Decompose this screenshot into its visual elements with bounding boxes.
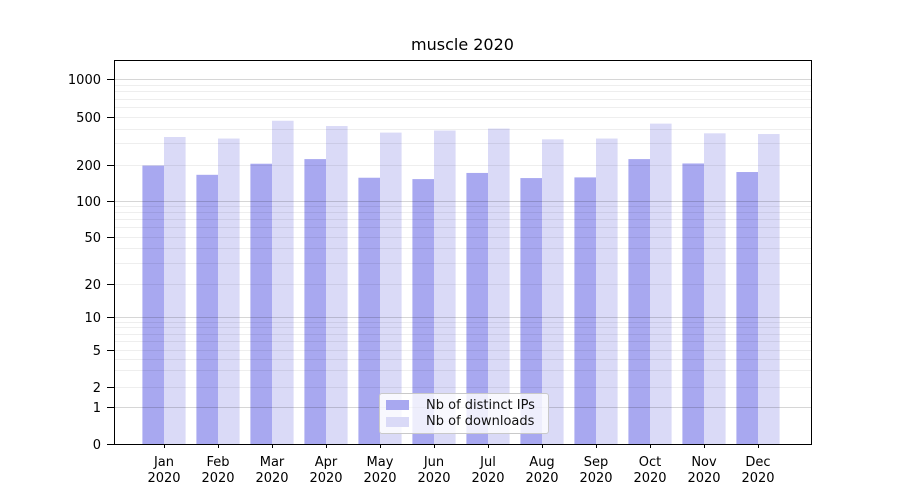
x-tick-label-month: Apr <box>315 455 338 470</box>
ticks-layer: 01251020501002005001000Jan2020Feb2020Mar… <box>68 73 775 486</box>
x-tick-label-month: Jan <box>153 455 174 470</box>
bar-distinct-ips <box>682 163 704 444</box>
x-tick-label-month: Dec <box>745 455 770 470</box>
legend-label-downloads: Nb of downloads <box>426 414 535 430</box>
y-tick-label: 50 <box>84 231 101 246</box>
x-tick-label-year: 2020 <box>471 471 504 486</box>
bar-distinct-ips <box>412 179 434 444</box>
y-tick-label: 5 <box>93 344 101 359</box>
x-tick-label-year: 2020 <box>363 471 396 486</box>
x-tick-label-year: 2020 <box>255 471 288 486</box>
bar-distinct-ips <box>142 165 164 445</box>
bar-downloads <box>164 136 186 444</box>
bar-distinct-ips <box>520 178 542 444</box>
x-tick-label-month: Aug <box>529 455 554 470</box>
bar-downloads <box>218 138 240 444</box>
x-tick-label-month: Jun <box>423 455 444 470</box>
legend-swatch-distinct-ips <box>386 400 409 411</box>
bar-distinct-ips <box>196 174 218 444</box>
grid-layer <box>114 79 811 408</box>
y-tick-label: 500 <box>76 111 101 126</box>
y-tick-label: 100 <box>76 195 101 210</box>
x-tick-label-year: 2020 <box>633 471 666 486</box>
x-tick-label-year: 2020 <box>579 471 612 486</box>
bar-downloads <box>488 128 510 445</box>
legend: Nb of distinct IPs Nb of downloads <box>379 393 549 434</box>
bar-distinct-ips <box>466 172 488 445</box>
bar-downloads <box>704 133 726 444</box>
y-tick-label: 0 <box>93 438 101 453</box>
x-tick-label-month: Nov <box>691 455 717 470</box>
bar-distinct-ips <box>250 163 272 444</box>
chart-title: muscle 2020 <box>411 35 514 54</box>
y-tick-label: 1000 <box>68 73 101 88</box>
y-tick-label: 2 <box>93 381 101 396</box>
x-tick-label-month: Jul <box>479 455 496 470</box>
x-tick-label-year: 2020 <box>147 471 180 486</box>
x-tick-label-year: 2020 <box>741 471 774 486</box>
legend-label-distinct-ips: Nb of distinct IPs <box>426 397 535 413</box>
x-tick-label-year: 2020 <box>687 471 720 486</box>
bars-layer <box>142 120 780 445</box>
bar-distinct-ips <box>304 159 326 445</box>
bar-distinct-ips <box>358 177 380 444</box>
x-tick-label-year: 2020 <box>525 471 558 486</box>
legend-row: Nb of distinct IPs <box>386 398 542 413</box>
legend-swatch-downloads <box>386 416 409 427</box>
bar-distinct-ips <box>574 177 596 444</box>
bar-downloads <box>272 120 294 444</box>
x-tick-label-month: Feb <box>206 455 229 470</box>
axes-layer <box>114 60 812 445</box>
bar-downloads <box>758 134 780 444</box>
y-tick-label: 10 <box>84 311 101 326</box>
legend-row: Nb of downloads <box>386 414 542 429</box>
x-tick-label-year: 2020 <box>309 471 342 486</box>
y-tick-label: 1 <box>93 401 101 416</box>
y-tick-label: 200 <box>76 159 101 174</box>
bar-distinct-ips <box>628 159 650 445</box>
y-tick-label: 20 <box>84 278 101 293</box>
bar-downloads <box>650 123 672 445</box>
plot-border <box>114 60 812 445</box>
x-tick-label-month: Mar <box>260 455 285 470</box>
x-tick-label-year: 2020 <box>417 471 450 486</box>
bar-downloads <box>542 139 564 444</box>
bar-downloads <box>596 138 618 444</box>
x-tick-label-month: May <box>367 455 394 470</box>
bar-downloads <box>380 132 402 444</box>
bar-downloads <box>434 130 456 444</box>
bar-downloads <box>326 126 348 444</box>
x-tick-label-month: Sep <box>584 455 609 470</box>
x-tick-label-year: 2020 <box>201 471 234 486</box>
bar-distinct-ips <box>736 172 758 444</box>
x-tick-label-month: Oct <box>639 455 661 470</box>
